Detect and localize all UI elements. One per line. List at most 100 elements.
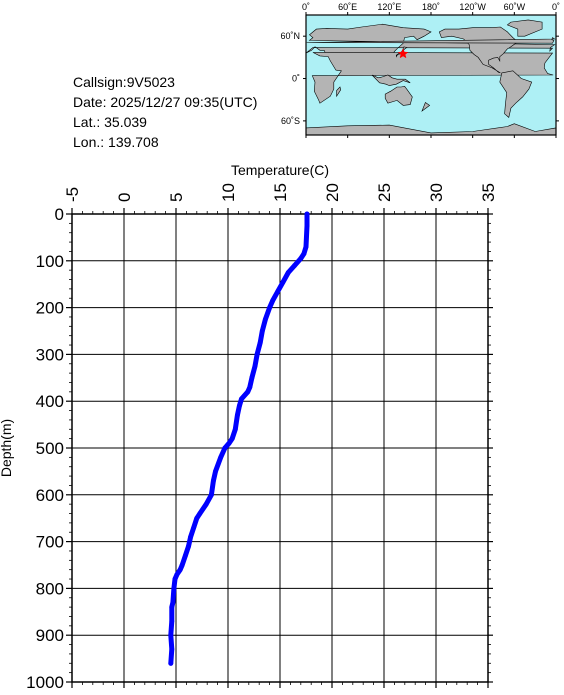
date-text: Date: 2025/12/27 09:35(UTC) [73, 94, 257, 110]
profile-point [237, 403, 242, 409]
longitude-text: Lon.: 139.708 [73, 134, 159, 150]
profile-point [213, 469, 218, 474]
series-group [168, 211, 310, 666]
y-tick-label: 200 [36, 299, 64, 318]
profile-point [298, 256, 304, 261]
profile-point [188, 534, 194, 540]
plot-frame [71, 213, 489, 683]
map-labels: 0˚ 60˚E 120˚E 180˚ 120˚W 60˚W 0˚ 60˚N 0˚ 60˚S [280, 2, 560, 126]
profile-point [197, 511, 203, 516]
profile-point [232, 426, 238, 432]
x-axis-title: Temperature(C) [231, 162, 329, 178]
profile-point [203, 501, 209, 507]
y-tick-label: 700 [36, 533, 64, 552]
map-ticks [303, 12, 559, 138]
x-tick-label: 10 [219, 183, 238, 202]
profile-point [263, 316, 268, 322]
y-tick-label: 900 [36, 626, 64, 645]
land-north-america [438, 26, 519, 74]
station-marker [397, 48, 409, 59]
land-greenland [506, 19, 543, 37]
y-tick-label: 1000 [26, 673, 64, 690]
profile-point [169, 604, 175, 610]
profile-point [191, 525, 197, 530]
land-indonesia [371, 74, 411, 86]
y-tick-label: 500 [36, 439, 64, 458]
map-lat-label: 60˚N [280, 31, 300, 41]
profile-point [168, 660, 174, 666]
y-tick-label: 600 [36, 486, 64, 505]
profile-point [179, 562, 185, 568]
land-new-zealand [421, 102, 431, 112]
profile-point [247, 384, 253, 390]
profile-point [222, 445, 228, 451]
land-madagascar [336, 86, 342, 98]
profile-point [172, 576, 178, 582]
profile-point [170, 600, 176, 605]
profile-point [275, 288, 281, 294]
y-tick-label: 100 [36, 252, 64, 271]
profile-point [267, 305, 272, 310]
map-lat-label: 0˚ [292, 74, 300, 84]
profile-point [304, 223, 310, 229]
map-lat-label: 60˚S [281, 116, 300, 126]
x-tick-label: 20 [323, 183, 342, 202]
profile-point [301, 251, 307, 257]
profile-point [239, 396, 244, 402]
map-lon-label: 0˚ [552, 2, 560, 12]
profile-point [218, 455, 224, 460]
y-tick-label: 0 [55, 205, 64, 224]
x-tick-label: 30 [427, 183, 446, 202]
profile-point [226, 440, 232, 446]
profile-point [183, 553, 188, 558]
y-tick-label: 400 [36, 392, 64, 411]
profile-point [270, 298, 276, 303]
x-tick-label: 15 [271, 183, 290, 202]
profile-point [177, 567, 183, 573]
star-icon [397, 48, 409, 59]
x-tick-label: 35 [479, 183, 498, 202]
profile-point [259, 328, 265, 334]
y-axis-title: Depth(m) [0, 419, 14, 477]
map-lon-label: 60˚W [504, 2, 526, 12]
x-tick-labels: -5 0 5 10 15 20 25 30 35 [63, 183, 498, 202]
profile-point [304, 211, 310, 217]
profile-point [174, 572, 180, 577]
profile-point [254, 352, 260, 357]
profile-point [169, 618, 175, 624]
profile-point [245, 389, 251, 395]
profile-point [257, 340, 263, 346]
profile-point [252, 363, 258, 369]
temperature-depth-chart: -5 0 5 10 15 20 25 30 35 0 100 200 300 400 500 600 700 8… [0, 162, 498, 692]
profile-point [285, 270, 291, 275]
temperature-profile-line [168, 211, 310, 666]
profile-point [292, 263, 297, 268]
map-lon-label: 0˚ [302, 2, 310, 12]
profile-point [280, 279, 286, 285]
map-lon-label: 60˚E [338, 2, 357, 12]
land-australia [384, 85, 413, 106]
profile-point [235, 412, 240, 418]
profile-point [303, 244, 309, 250]
x-tick-label: 0 [115, 193, 134, 202]
map-lon-label: 120˚W [459, 2, 486, 12]
world-map: 0˚ 60˚E 120˚E 180˚ 120˚W 60˚W 0˚ 60˚N 0˚ 60˚S [280, 2, 560, 138]
x-tick-label: 25 [375, 183, 394, 202]
latitude-text: Lat.: 35.039 [73, 114, 147, 130]
y-tick-label: 800 [36, 579, 64, 598]
profile-point [171, 586, 177, 591]
profile-point [169, 646, 175, 652]
y-tick-label: 300 [36, 345, 64, 364]
land-south-america [499, 70, 533, 118]
profile-point [209, 492, 214, 498]
x-tick-label: 5 [167, 193, 186, 202]
profile-point [249, 375, 255, 381]
profile-point [229, 436, 235, 441]
land-britain [306, 37, 556, 44]
map-lon-label: 120˚E [377, 2, 401, 12]
map-lon-label: 180˚ [422, 2, 440, 12]
x-tick-label: -5 [63, 187, 82, 202]
profile-point [211, 478, 216, 484]
